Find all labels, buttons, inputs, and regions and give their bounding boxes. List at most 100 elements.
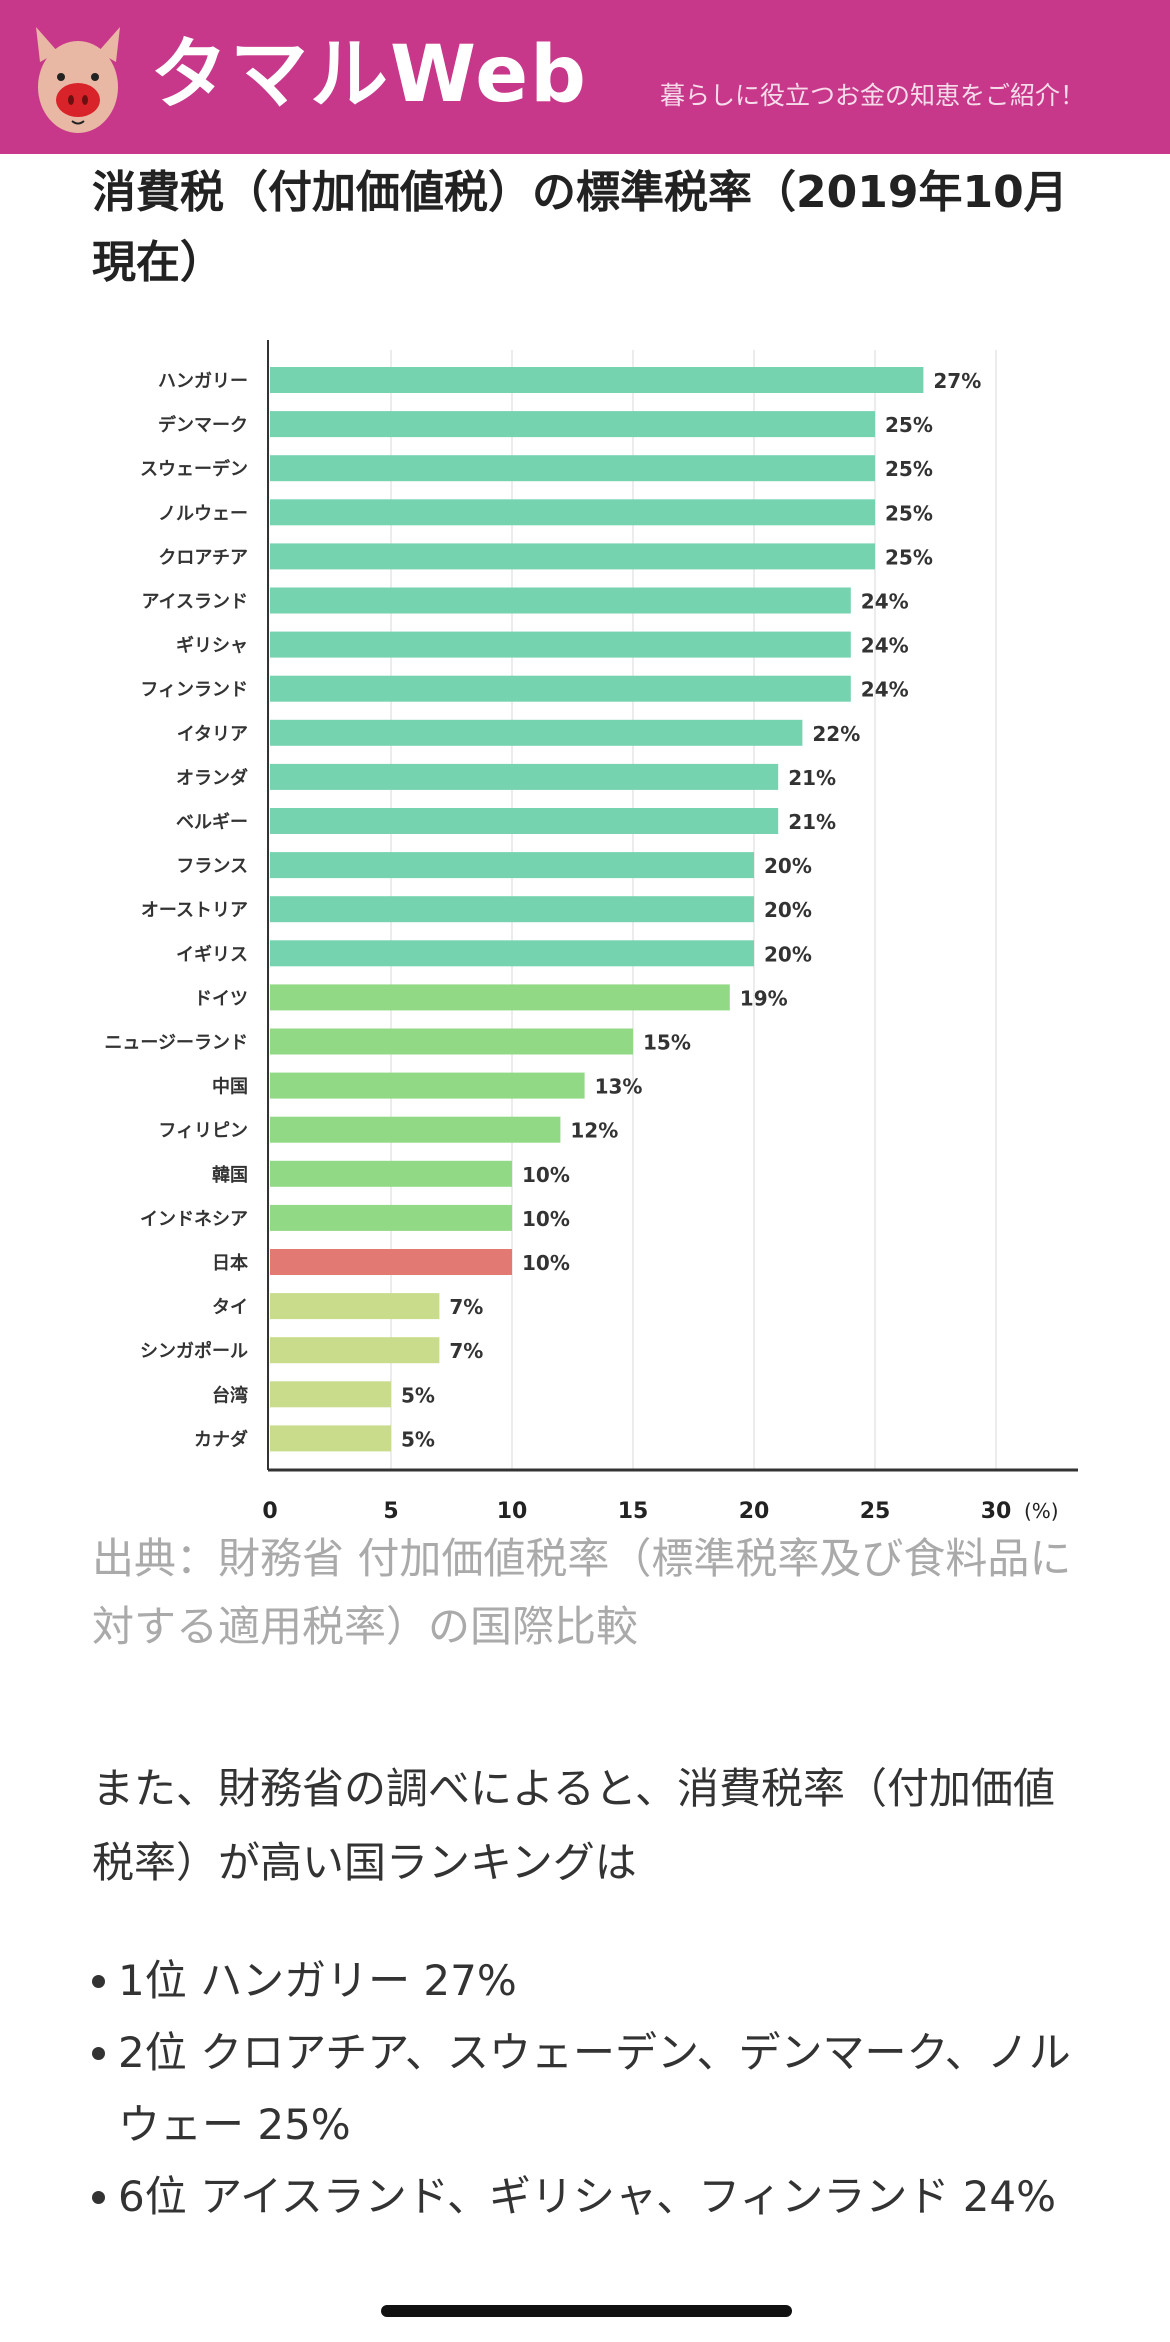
data-label: 7% — [449, 1339, 483, 1363]
data-label: 13% — [595, 1075, 643, 1099]
bar — [270, 1072, 585, 1099]
bar — [270, 763, 779, 790]
bar — [270, 455, 875, 482]
x-tick-label: 20 — [739, 1499, 770, 1524]
data-label: 10% — [522, 1207, 570, 1231]
category-label: ノルウェー — [158, 503, 248, 524]
data-label: 25% — [885, 457, 933, 481]
x-tick-label: 10 — [497, 1499, 528, 1524]
x-tick-label: 0 — [262, 1499, 277, 1524]
data-label: 20% — [764, 898, 812, 922]
category-label: 台湾 — [212, 1384, 248, 1406]
data-label: 21% — [788, 810, 836, 834]
bar — [270, 940, 754, 967]
category-label: アイスランド — [141, 592, 248, 613]
category-label: ドイツ — [194, 988, 248, 1009]
category-label: ハンガリー — [158, 371, 248, 392]
logo-text[interactable]: タマルWeb — [150, 30, 588, 120]
ranking-text: 6位 アイスランド、ギリシャ、フィンランド 24% — [118, 2172, 1057, 2221]
body-paragraph: また、財務省の調べによると、消費税率（付加価値税率）が高い国ランキングは — [92, 1764, 1056, 1887]
category-label: インドネシア — [140, 1209, 248, 1230]
category-label: イタリア — [177, 724, 248, 745]
bar — [270, 1249, 512, 1275]
bar — [270, 1337, 440, 1364]
ranking-text: 1位 ハンガリー 27% — [118, 1956, 517, 2005]
data-label: 25% — [885, 413, 933, 437]
category-label: オーストリア — [141, 900, 248, 921]
x-tick-label: 25 — [860, 1499, 891, 1524]
category-label: 中国 — [212, 1076, 248, 1098]
category-label: ギリシャ — [176, 636, 248, 657]
category-label: フィンランド — [140, 680, 248, 701]
data-label: 21% — [788, 766, 836, 790]
bar — [270, 1204, 512, 1231]
category-label: 韓国 — [212, 1164, 248, 1186]
bar — [270, 1160, 512, 1187]
ranking-text: 2位 クロアチア、スウェーデン、デンマーク、ノルウェー 25% — [118, 2028, 1071, 2149]
data-label: 24% — [861, 634, 909, 658]
bar — [270, 1293, 440, 1320]
bullet-icon — [92, 1975, 105, 1988]
bar — [270, 808, 779, 834]
data-label: 22% — [812, 722, 860, 746]
bar — [270, 499, 875, 526]
data-label: 25% — [885, 545, 933, 569]
bar — [270, 675, 851, 702]
category-label: 日本 — [212, 1252, 248, 1274]
source-citation: 出典：財務省 付加価値税率（標準税率及び食料品に対する適用税率）の国際比較 — [92, 1534, 1072, 1651]
bullet-icon — [92, 2047, 105, 2060]
bar — [270, 1116, 561, 1143]
home-indicator[interactable] — [381, 2305, 792, 2317]
data-label: 24% — [861, 590, 909, 614]
bar — [270, 587, 851, 614]
x-unit-label: (%) — [1024, 1499, 1059, 1523]
category-label: カナダ — [194, 1428, 248, 1450]
data-label: 10% — [522, 1163, 570, 1187]
bullet-icon — [92, 2191, 105, 2204]
bar — [270, 411, 875, 438]
data-label: 19% — [740, 986, 788, 1010]
bar — [270, 984, 730, 1011]
bar — [270, 631, 851, 658]
bar — [270, 1425, 391, 1452]
bar — [270, 896, 754, 923]
bar — [270, 719, 803, 746]
category-label: オランダ — [176, 767, 248, 789]
category-label: ベルギー — [176, 812, 248, 833]
bar — [270, 852, 754, 879]
category-label: フランス — [176, 856, 248, 877]
category-label: シンガポール — [140, 1340, 248, 1362]
data-label: 20% — [764, 942, 812, 966]
x-tick-label: 30 — [981, 1499, 1012, 1524]
bar — [270, 367, 924, 393]
data-label: 20% — [764, 854, 812, 878]
list-item: 1位 ハンガリー 27% — [92, 1945, 1092, 2017]
ranking-list: 1位 ハンガリー 27% 2位 クロアチア、スウェーデン、デンマーク、ノルウェー… — [92, 1945, 1092, 2233]
category-label: フィリピン — [158, 1121, 248, 1142]
data-label: 25% — [885, 501, 933, 525]
category-label: スウェーデン — [140, 458, 248, 480]
data-label: 10% — [522, 1251, 570, 1275]
data-label: 5% — [401, 1383, 435, 1407]
x-tick-label: 15 — [618, 1499, 649, 1524]
list-item: 2位 クロアチア、スウェーデン、デンマーク、ノルウェー 25% — [92, 2017, 1092, 2161]
category-label: デンマーク — [158, 414, 248, 436]
bar — [270, 543, 875, 570]
category-label: タイ — [212, 1297, 248, 1318]
category-label: イギリス — [176, 944, 248, 965]
x-tick-label: 5 — [383, 1499, 398, 1524]
site-header: タマルWeb 暮らしに役立つお金の知恵をご紹介！ — [0, 0, 1170, 154]
bar — [270, 1381, 391, 1408]
data-label: 24% — [861, 678, 909, 702]
list-item: 6位 アイスランド、ギリシャ、フィンランド 24% — [92, 2161, 1092, 2233]
category-label: クロアチア — [158, 547, 248, 568]
vat-rate-bar-chart: 0 5 10 15 20 25 30 (%) ハンガリー 27% デンマーク 25% スウェーデン 25%… — [104, 340, 1078, 1524]
data-label: 12% — [570, 1119, 618, 1143]
data-label: 5% — [401, 1427, 435, 1451]
tagline: 暮らしに役立つお金の知恵をご紹介！ — [660, 81, 1086, 110]
data-label: 27% — [933, 369, 981, 393]
category-label: ニュージーランド — [104, 1033, 248, 1054]
pig-logo-icon[interactable] — [28, 22, 128, 137]
data-label: 7% — [449, 1295, 483, 1319]
data-label: 15% — [643, 1031, 691, 1055]
